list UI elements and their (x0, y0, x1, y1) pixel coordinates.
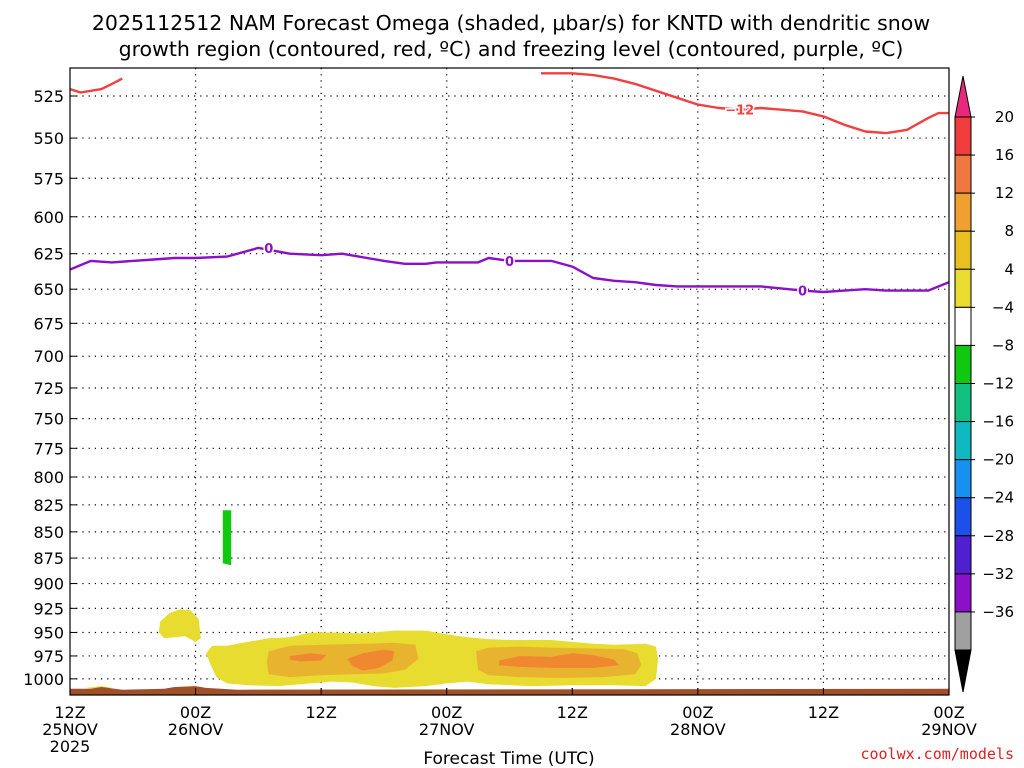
y-tick-label-625: 625 (33, 245, 64, 264)
x-tick-label-60-1: 28NOV (670, 720, 726, 739)
y-tick-label-600: 600 (33, 208, 64, 227)
colorbar-bin-6 (954, 344, 972, 384)
colorbar-label-5: −4 (992, 298, 1014, 316)
omega-region-7 (499, 653, 620, 668)
omega-region-6 (347, 649, 395, 671)
colorbar-label-10: −24 (982, 489, 1014, 507)
x-tick-label-12-1: 26NOV (168, 720, 224, 739)
y-tick-label-525: 525 (33, 87, 64, 106)
chart-title-line-2: growth region (contoured, red, ºC) and f… (119, 37, 904, 61)
colorbar-label-0: 20 (995, 108, 1014, 126)
x-tick-label-72-0: 12Z (808, 703, 839, 722)
x-tick-label-0-1: 25NOV (42, 720, 98, 739)
colorbar-label-4: 4 (1004, 260, 1014, 278)
colorbar-label-8: −16 (982, 413, 1014, 431)
surface-band (70, 686, 949, 695)
grid-layer (70, 68, 949, 695)
colorbar-bin-4 (954, 268, 972, 308)
y-tick-label-550: 550 (33, 129, 64, 148)
y-tick-label-975: 975 (33, 647, 64, 666)
x-tick-label-36-0: 00Z (431, 703, 462, 722)
y-tick-label-750: 750 (33, 410, 64, 429)
colorbar-label-12: −32 (982, 565, 1014, 583)
y-tick-label-725: 725 (33, 379, 64, 398)
colorbar-label-13: −36 (982, 603, 1014, 621)
x-axis-label: Forecast Time (UTC) (423, 749, 594, 768)
credit-text: coolwx.com/models (860, 745, 1014, 763)
colorbar-bin-2 (954, 192, 972, 232)
plot-frame (69, 67, 950, 696)
freezing-level-label-0: 0 (264, 242, 273, 257)
omega-region-8 (222, 510, 232, 566)
x-tick-label-24-0: 12Z (305, 703, 336, 722)
y-tick-label-825: 825 (33, 496, 64, 515)
x-tick-label-48-0: 12Z (557, 703, 588, 722)
y-tick-label-925: 925 (33, 599, 64, 618)
freezing-level-line (70, 246, 949, 294)
colorbar: 20 16 12 8 4 −4 −8 −12 −16 −20 −24 −28 −32 −36 (954, 75, 1014, 693)
colorbar-bin-11 (954, 535, 972, 575)
y-tick-label-850: 850 (33, 523, 64, 542)
omega-region-0 (158, 609, 201, 642)
y-tick-label-950: 950 (33, 623, 64, 642)
colorbar-bin-7 (954, 383, 972, 423)
colorbar-top-arrow (954, 75, 972, 118)
y-tick-label-875: 875 (33, 549, 64, 568)
y-tick-label-775: 775 (33, 439, 64, 458)
red-isotherm-line-0 (70, 77, 123, 94)
colorbar-bin-1 (954, 154, 972, 194)
x-tick-label-12-0: 00Z (180, 703, 211, 722)
y-tick-label-900: 900 (33, 575, 64, 594)
colorbar-bin-13 (954, 611, 972, 651)
colorbar-label-11: −28 (982, 527, 1014, 545)
omega-shading (70, 510, 949, 695)
freezing-level-label-1: 0 (505, 255, 514, 270)
omega-region-5 (289, 653, 327, 662)
y-tick-label-675: 675 (33, 314, 64, 333)
x-tick-label-84-1: 29NOV (921, 720, 977, 739)
colorbar-label-3: 8 (1004, 222, 1014, 240)
x-tick-label-84-0: 00Z (933, 703, 964, 722)
chart-title-line-1: 2025112512 NAM Forecast Omega (shaded, μ… (92, 11, 930, 35)
colorbar-label-1: 16 (995, 146, 1014, 164)
y-tick-label-700: 700 (33, 347, 64, 366)
colorbar-bin-10 (954, 497, 972, 537)
colorbar-bin-5 (954, 306, 972, 346)
x-tick-label-36-1: 27NOV (419, 720, 475, 739)
x-tick-label-60-0: 00Z (682, 703, 713, 722)
freezing-level-label-2: 0 (798, 285, 807, 300)
red-isotherm-line-1 (540, 72, 949, 135)
colorbar-bin-12 (954, 573, 972, 613)
colorbar-label-2: 12 (995, 184, 1014, 202)
colorbar-label-7: −12 (982, 375, 1014, 393)
y-tick-label-1000: 1000 (23, 670, 64, 689)
pressure-axis: 525 550 575 600 625 650 675 700 725 750 775 800 825 8… (23, 87, 77, 689)
colorbar-bin-3 (954, 230, 972, 270)
red-isotherm-label: −12 (725, 104, 754, 119)
y-tick-label-575: 575 (33, 169, 64, 188)
y-tick-label-650: 650 (33, 280, 64, 299)
x-tick-label-0-0: 12Z (54, 703, 85, 722)
colorbar-bin-8 (954, 421, 972, 461)
colorbar-bottom-arrow (954, 649, 972, 693)
colorbar-bin-0 (954, 116, 972, 156)
contour-layer: −12 0 0 0 (70, 72, 949, 301)
x-tick-label-0-2: 2025 (50, 737, 91, 756)
colorbar-label-6: −8 (992, 336, 1014, 354)
colorbar-bin-9 (954, 459, 972, 499)
colorbar-label-9: −20 (982, 451, 1014, 469)
y-tick-label-800: 800 (33, 468, 64, 487)
